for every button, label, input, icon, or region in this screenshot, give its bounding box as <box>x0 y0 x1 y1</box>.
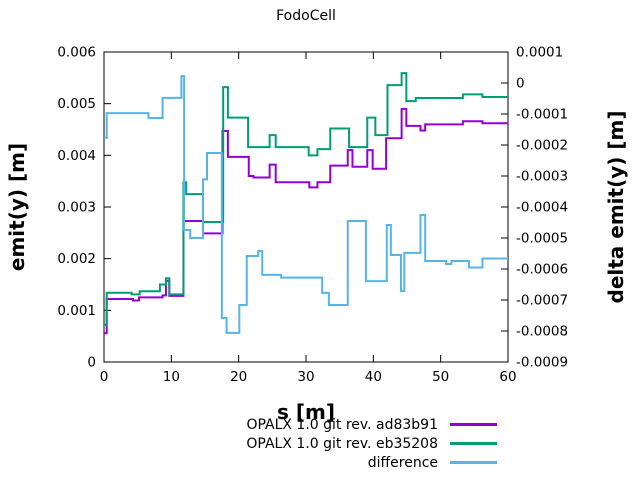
x-tick-label: 0 <box>100 369 109 385</box>
series-line-2 <box>104 75 508 334</box>
x-tick-label: 50 <box>432 369 449 385</box>
y-right-tick-label: -0.0003 <box>516 169 568 185</box>
series-line-1 <box>104 72 508 326</box>
y-left-tick-label: 0 <box>87 355 96 371</box>
y-right-tick-label: -0.0009 <box>516 355 568 371</box>
y-right-tick-label: -0.0004 <box>516 200 568 216</box>
y-axis-label-left: emit(y) [m] <box>5 142 29 272</box>
y-left-tick-label: 0.005 <box>57 96 96 112</box>
y-axis-label-right: delta emit(y) [m] <box>604 110 628 304</box>
legend: OPALX 1.0 git rev. ad83b91 OPALX 1.0 git… <box>246 415 497 472</box>
x-tick-label: 60 <box>499 369 516 385</box>
legend-item-rev-eb35208: OPALX 1.0 git rev. eb35208 <box>246 434 497 453</box>
y-left-tick-label: 0.006 <box>57 45 96 61</box>
x-tick-label: 30 <box>297 369 314 385</box>
y-left-tick-label: 0.004 <box>57 148 96 164</box>
y-left-tick-label: 0.003 <box>57 200 96 216</box>
y-left-tick-label: 0.002 <box>57 251 96 267</box>
y-right-tick-label: -0.0007 <box>516 293 568 309</box>
legend-label: OPALX 1.0 git rev. eb35208 <box>246 435 438 452</box>
y-left-tick-label: 0.001 <box>57 303 96 319</box>
y-right-tick-label: -0.0006 <box>516 262 568 278</box>
y-right-tick-label: -0.0005 <box>516 231 568 247</box>
y-right-tick-label: -0.0002 <box>516 138 568 154</box>
x-tick-label: 20 <box>230 369 247 385</box>
y-right-tick-label: 0 <box>516 76 525 92</box>
y-right-tick-label: 0.0001 <box>516 45 563 61</box>
legend-label: OPALX 1.0 git rev. ad83b91 <box>246 416 438 433</box>
legend-line-swatch-green <box>450 442 497 445</box>
legend-item-difference: difference <box>246 453 497 472</box>
series-line-0 <box>104 107 508 335</box>
legend-line-swatch-blue <box>450 461 497 464</box>
chart-title: FodoCell <box>276 8 336 24</box>
x-tick-label: 40 <box>365 369 382 385</box>
y-right-tick-label: -0.0001 <box>516 107 568 123</box>
x-tick-label: 10 <box>163 369 180 385</box>
x-axis-label: s [m] <box>277 400 335 424</box>
legend-label: difference <box>367 454 438 471</box>
legend-item-rev-ad83b91: OPALX 1.0 git rev. ad83b91 <box>246 415 497 434</box>
legend-line-swatch-purple <box>450 423 497 426</box>
y-right-tick-label: -0.0008 <box>516 324 568 340</box>
